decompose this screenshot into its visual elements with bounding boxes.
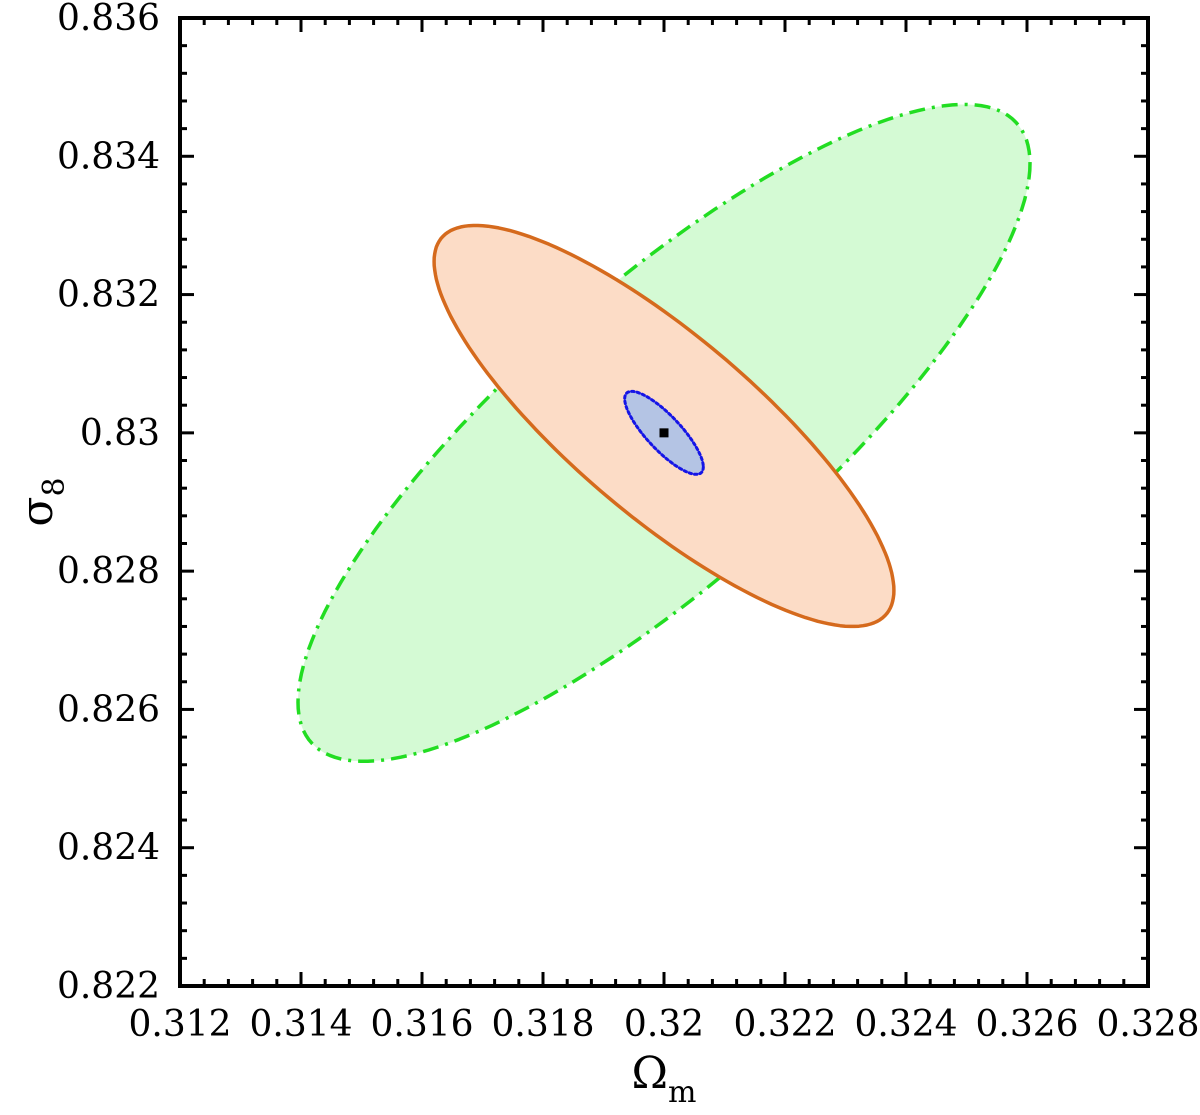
x-tick-label: 0.326 [975, 1004, 1078, 1045]
y-tick-label: 0.824 [57, 828, 160, 869]
y-tick-label: 0.834 [57, 136, 160, 177]
x-tick-labels: 0.312 0.314 0.316 0.318 0.32 0.322 0.324 0.326 0… [128, 1004, 1199, 1045]
y-tick-label: 0.822 [57, 966, 160, 1007]
contours-layer [296, 102, 1032, 763]
x-axis-symbol: Ω [632, 1048, 668, 1099]
x-tick-label: 0.316 [370, 1004, 473, 1045]
x-tick-label: 0.324 [854, 1004, 957, 1045]
y-axis-subscript: 8 [37, 477, 72, 496]
y-tick-label: 0.83 [80, 413, 160, 454]
fiducial-point [659, 428, 669, 438]
y-tick-label: 0.828 [57, 551, 160, 592]
y-tick-labels: 0.822 0.824 0.826 0.828 0.83 0.832 0.834 0.836 [57, 0, 160, 1007]
x-tick-label: 0.312 [128, 1004, 231, 1045]
plot-frame [178, 16, 1150, 988]
x-tick-label: 0.328 [1096, 1004, 1199, 1045]
y-tick-label: 0.836 [57, 0, 160, 39]
y-axis-symbol: σ [12, 497, 63, 527]
x-axis-title: Ωm [632, 1048, 697, 1110]
x-tick-label: 0.32 [624, 1004, 704, 1045]
y-tick-label: 0.826 [57, 689, 160, 730]
x-tick-label: 0.318 [491, 1004, 594, 1045]
x-axis-subscript: m [668, 1075, 696, 1110]
y-tick-label: 0.832 [57, 275, 160, 316]
x-tick-label: 0.322 [733, 1004, 836, 1045]
x-tick-label: 0.314 [249, 1004, 352, 1045]
y-axis-title: σ8 [12, 477, 72, 526]
